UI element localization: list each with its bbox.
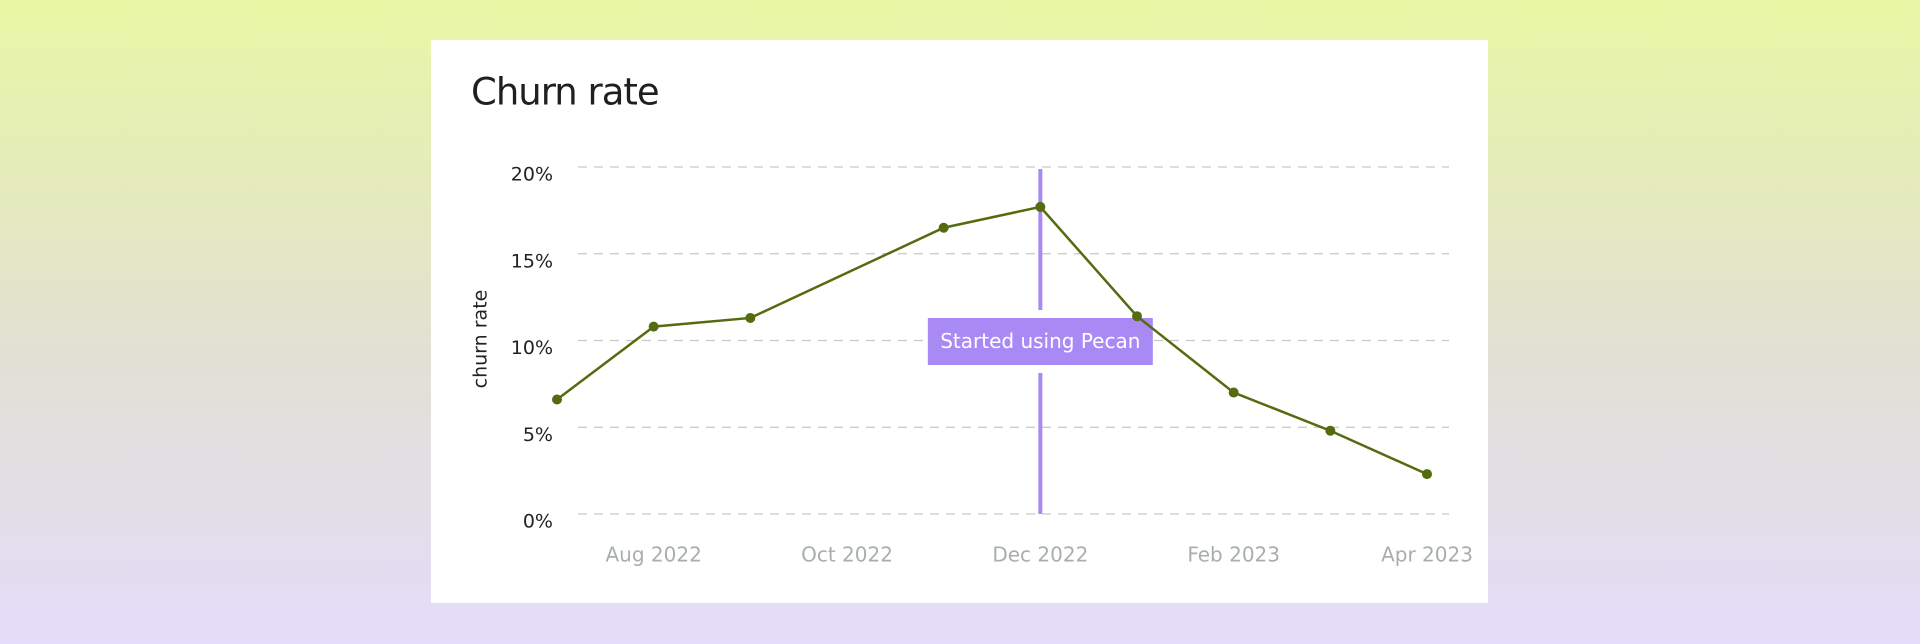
data-point: [648, 321, 659, 332]
x-tick-label: Aug 2022: [606, 543, 702, 567]
y-tick-label: 0%: [523, 511, 553, 533]
x-tick-label: Oct 2022: [801, 543, 893, 567]
x-tick-label: Apr 2023: [1381, 543, 1473, 567]
y-axis-title: churn rate: [470, 290, 492, 389]
annotation-box: [927, 318, 1153, 365]
y-tick-label: 20%: [511, 164, 553, 186]
y-tick-label: 5%: [523, 424, 553, 446]
y-tick-label: 15%: [511, 250, 553, 272]
data-point: [552, 394, 562, 405]
data-point: [1228, 387, 1239, 398]
x-tick-label: Feb 2023: [1187, 543, 1280, 567]
data-point: [1132, 311, 1142, 322]
data-point: [745, 312, 756, 323]
annotation-label: Started using Pecan: [940, 329, 1140, 353]
data-point: [938, 222, 949, 233]
data-point: [1325, 425, 1336, 436]
chart-title: Churn rate: [471, 71, 659, 114]
data-point: [1035, 201, 1046, 212]
x-tick-label: Dec 2022: [992, 543, 1088, 567]
y-tick-label: 10%: [511, 337, 553, 359]
data-point: [1422, 469, 1432, 480]
